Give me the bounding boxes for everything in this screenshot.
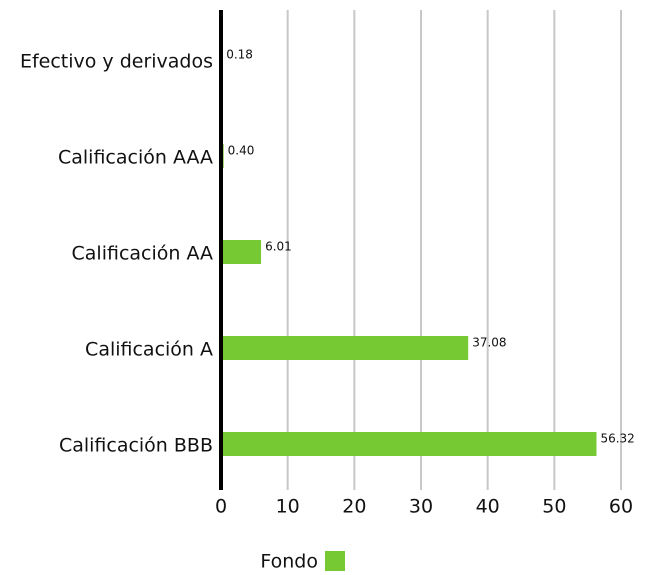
x-tick-label: 60 bbox=[609, 496, 633, 518]
x-tick-label: 50 bbox=[542, 496, 566, 518]
y-tick-label: Calificación AAA bbox=[58, 147, 213, 169]
value-label: 0.18 bbox=[226, 48, 253, 62]
value-label: 6.01 bbox=[265, 240, 292, 254]
legend-swatch bbox=[325, 551, 345, 571]
x-tick-label: 20 bbox=[342, 496, 366, 518]
value-label: 37.08 bbox=[472, 336, 506, 350]
x-tick-label: 30 bbox=[409, 496, 433, 518]
y-tick-label: Calificación BBB bbox=[59, 435, 213, 457]
y-tick-label: Calificación AA bbox=[72, 243, 213, 265]
bar bbox=[221, 336, 469, 360]
bar bbox=[221, 432, 597, 456]
value-label: 0.40 bbox=[228, 144, 255, 158]
y-tick-label: Calificación A bbox=[85, 339, 213, 361]
value-label: 56.32 bbox=[600, 432, 634, 446]
x-tick-label: 40 bbox=[476, 496, 500, 518]
bar bbox=[221, 240, 262, 264]
y-tick-label: Efectivo y derivados bbox=[20, 51, 213, 73]
x-tick-label: 10 bbox=[276, 496, 300, 518]
x-tick-label: 0 bbox=[215, 496, 227, 518]
legend-label: Fondo bbox=[260, 551, 318, 573]
